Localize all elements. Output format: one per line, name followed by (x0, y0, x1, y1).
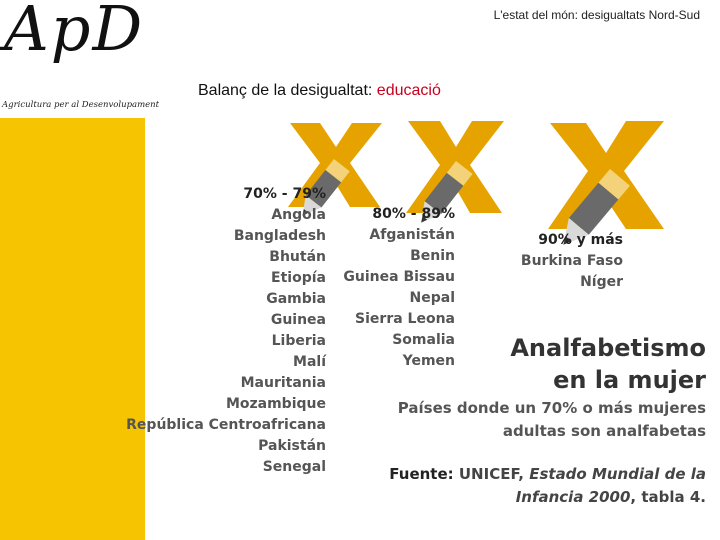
headline-line1: Analfabetismo (510, 334, 706, 362)
country-item: Malí (293, 354, 326, 370)
country-item: Bangladesh (233, 228, 326, 244)
source-pub1: Estado Mundial de la (529, 465, 706, 483)
headline-desc1: Países donde un 70% o más mujeres (397, 399, 706, 417)
country-item: Níger (580, 274, 623, 290)
headline-line2: en la mujer (553, 366, 706, 394)
pencil-icon (563, 169, 630, 245)
country-item: Pakistán (258, 438, 326, 454)
country-item: Mauritania (240, 375, 326, 391)
pencil-icon (421, 161, 473, 223)
x-marks-graphic (288, 121, 664, 245)
group-range: 80% - 89% (372, 206, 455, 222)
source-label: Fuente: (389, 465, 454, 483)
country-item: República Centroafricana (126, 417, 326, 433)
country-item: Liberia (271, 333, 326, 349)
logo: ApD Agricultura per al Desenvolupament (0, 0, 159, 118)
pencil-icon (302, 159, 350, 216)
country-item: Bhután (269, 249, 326, 265)
country-item: Benin (410, 248, 455, 264)
country-item: Yemen (402, 353, 455, 369)
country-item: Gambia (266, 291, 326, 307)
group-90-plus: 90% y más Burkina Faso Níger (521, 230, 623, 293)
group-80-89: 80% - 89% Afganistán Benin Guinea Bissau… (343, 204, 455, 372)
country-item: Etiopía (271, 270, 326, 286)
source-table: , tabla 4. (630, 488, 706, 506)
slide-subtitle: Balanç de la desigualtat: educació (198, 82, 441, 100)
logo-tagline: Agricultura per al Desenvolupament (2, 100, 160, 110)
country-item: Guinea (270, 312, 326, 328)
slide-title: L'estat del món: desigualtats Nord-Sud (493, 8, 700, 22)
country-item: Sierra Leona (355, 311, 455, 327)
logo-mark: ApD (4, 0, 145, 65)
country-item: Senegal (262, 459, 326, 475)
headline-desc2: adultas son analfabetas (502, 422, 706, 440)
country-item: Burkina Faso (520, 253, 623, 269)
group-70-79: 70% - 79% Angola Bangladesh Bhután Etiop… (126, 184, 326, 478)
country-item: Angola (271, 207, 326, 223)
headline-block: Analfabetismo en la mujer Países donde u… (398, 332, 706, 442)
country-item: Afganistán (369, 227, 455, 243)
subtitle-prefix: Balanç de la desigualtat: (198, 82, 377, 99)
source-line1: Fuente: UNICEF, Estado Mundial de la (389, 463, 706, 486)
side-accent-bar (0, 118, 145, 540)
group-range: 90% y más (538, 232, 623, 248)
source-line2: Infancia 2000, tabla 4. (389, 486, 706, 509)
source-org: UNICEF, (453, 465, 530, 483)
country-item: Somalia (392, 332, 455, 348)
source-citation: Fuente: UNICEF, Estado Mundial de la Inf… (389, 463, 706, 509)
source-pub2: Infancia 2000 (515, 488, 631, 506)
group-range: 70% - 79% (243, 186, 326, 202)
country-item: Mozambique (225, 396, 326, 412)
country-item: Nepal (409, 290, 455, 306)
subtitle-accent: educació (376, 82, 441, 99)
country-item: Guinea Bissau (343, 269, 455, 285)
